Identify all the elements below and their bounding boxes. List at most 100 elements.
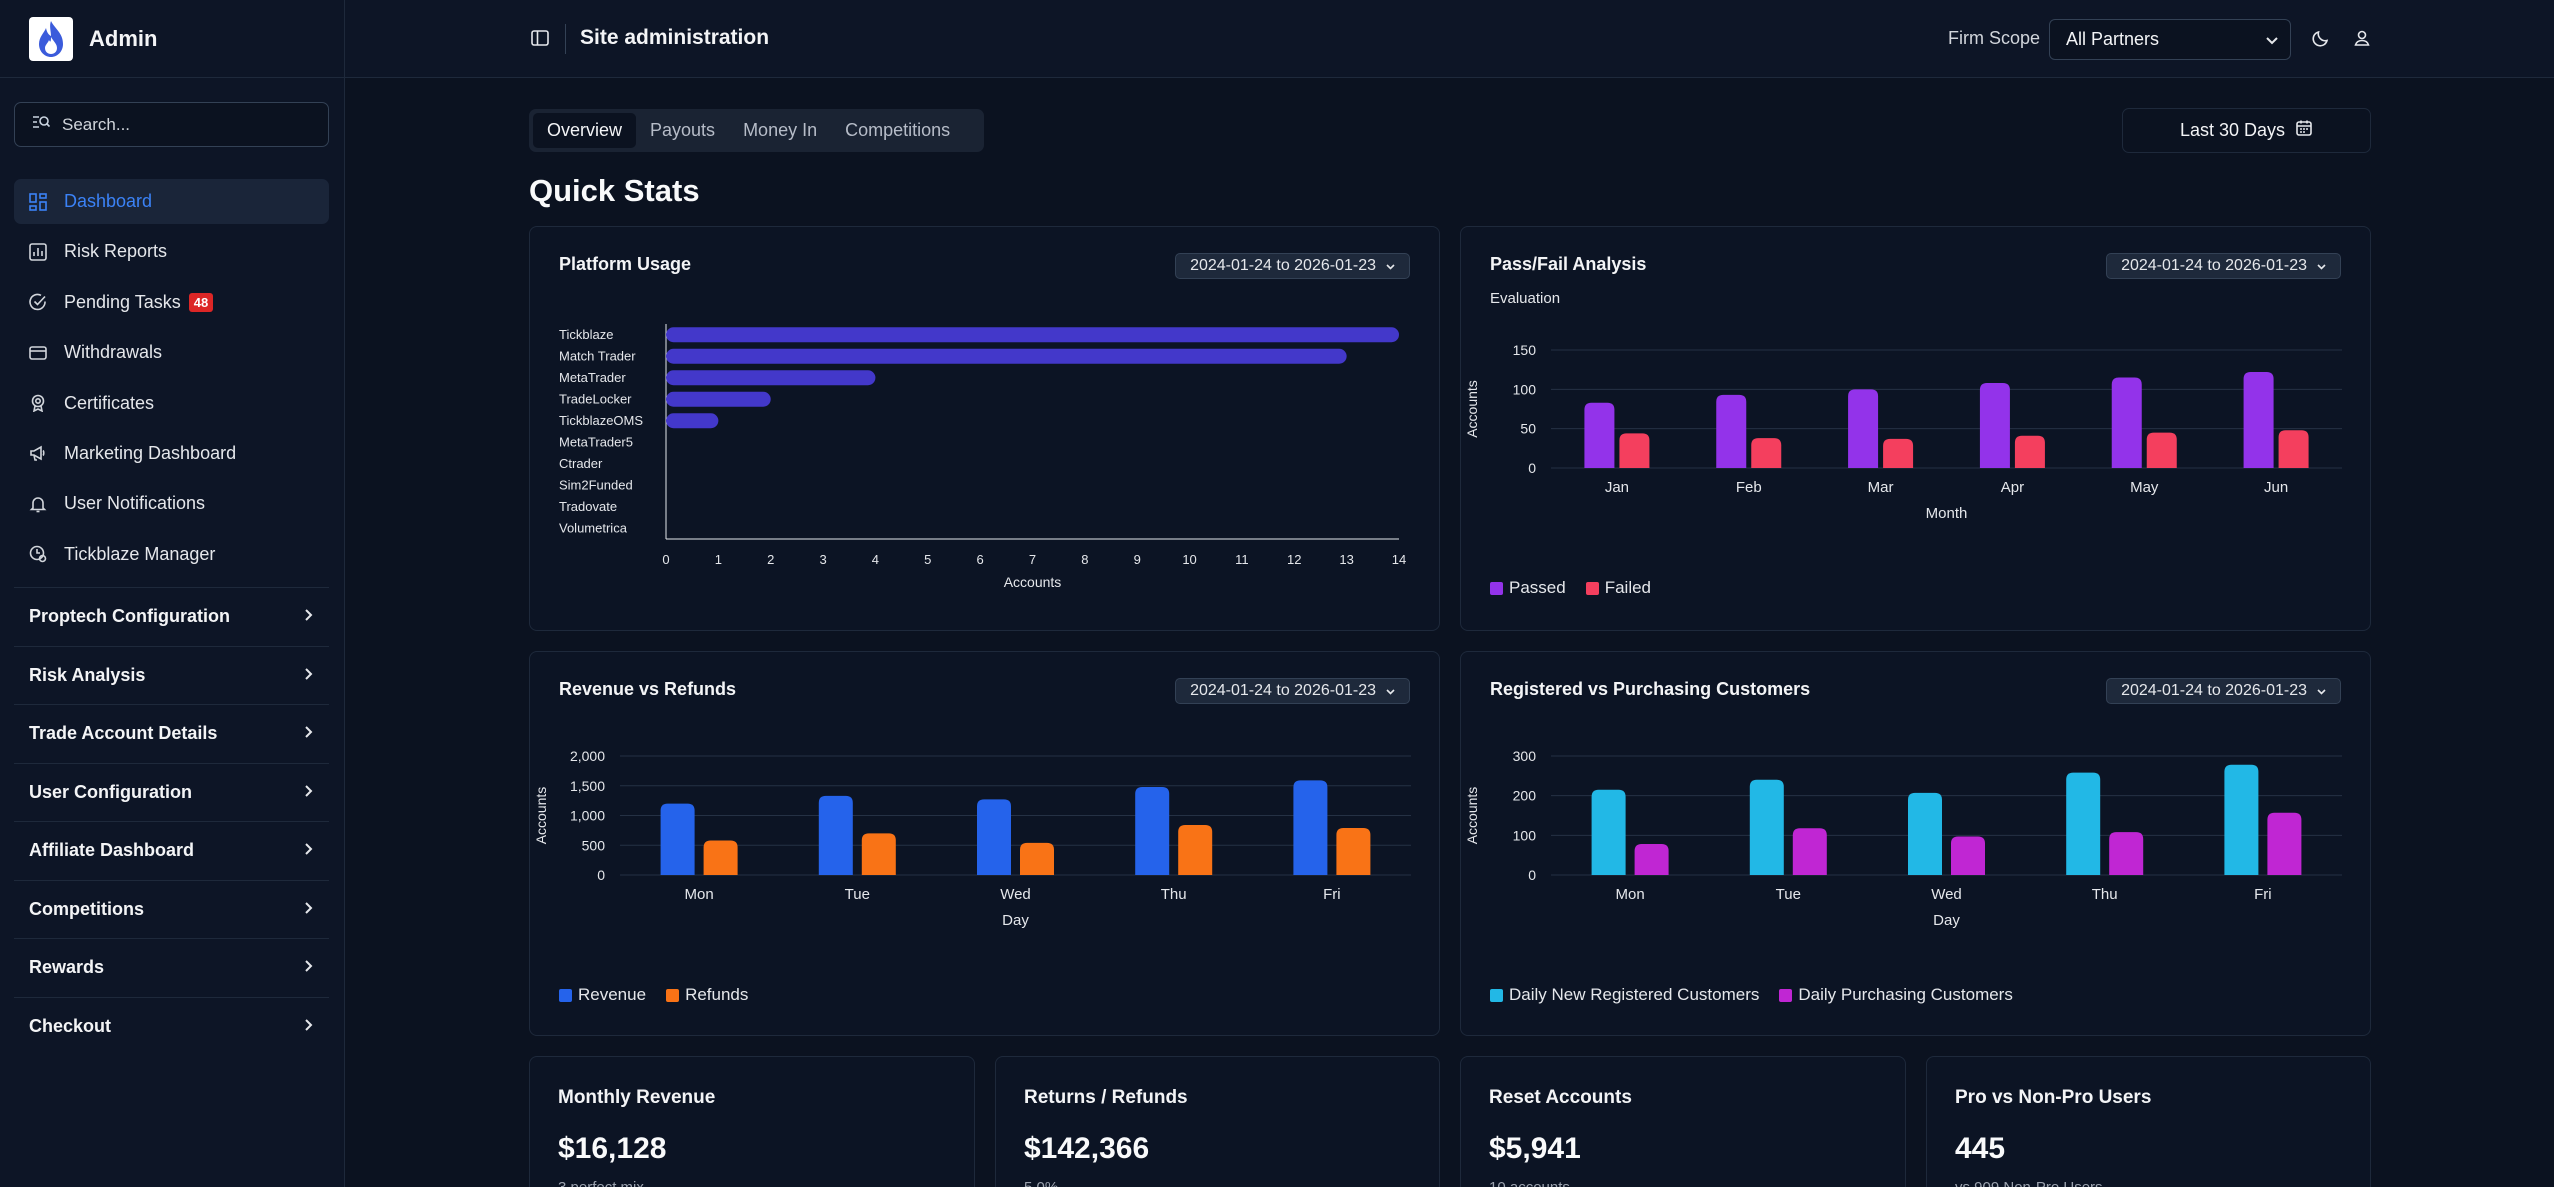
sidebar-group-competitions[interactable]: Competitions xyxy=(14,879,329,939)
bar xyxy=(1848,389,1879,468)
legend-item[interactable]: Revenue xyxy=(559,985,646,1005)
sidebar-item-withdrawals[interactable]: Withdrawals xyxy=(14,330,329,375)
sidebar-group-user-configuration[interactable]: User Configuration xyxy=(14,762,329,822)
card-title: Pass/Fail Analysis xyxy=(1490,254,1647,274)
y-axis-title: Accounts xyxy=(533,787,549,845)
chevron-down-icon xyxy=(2317,682,2326,700)
legend-item[interactable]: Daily Purchasing Customers xyxy=(1779,985,2013,1005)
bar xyxy=(1135,786,1170,875)
sidebar-item-dashboard[interactable]: Dashboard xyxy=(14,179,329,224)
user-icon[interactable] xyxy=(2352,28,2372,53)
date-range-pill[interactable]: 2024-01-24 to 2026-01-23 xyxy=(1175,253,1410,279)
date-range-label: Last 30 Days xyxy=(2179,120,2286,140)
y-tick-label: 0 xyxy=(1528,460,1536,476)
sidebar-item-risk-reports[interactable]: Risk Reports xyxy=(14,229,329,274)
legend-label: Daily Purchasing Customers xyxy=(1798,985,2013,1004)
legend-item[interactable]: Passed xyxy=(1490,578,1566,598)
check-circle-icon xyxy=(29,293,47,311)
tab-payouts[interactable]: Payouts xyxy=(650,120,716,140)
x-axis-title: Month xyxy=(1926,505,1968,522)
date-range-pill[interactable]: 2024-01-24 to 2026-01-23 xyxy=(2106,253,2341,279)
legend-item[interactable]: Daily New Registered Customers xyxy=(1490,985,1759,1005)
chevron-right-icon xyxy=(304,957,314,978)
tab-competitions[interactable]: Competitions xyxy=(845,120,951,140)
legend-item[interactable]: Failed xyxy=(1585,578,1651,598)
y-axis-title: Accounts xyxy=(1464,787,1480,845)
bar xyxy=(2014,435,2045,468)
y-tick-label: 50 xyxy=(1520,421,1536,437)
stat-card-monthly-revenue: Monthly Revenue $16,128 3 perfect mix... xyxy=(529,1056,975,1187)
stat-title: Returns / Refunds xyxy=(1024,1087,1188,1108)
bar xyxy=(1716,394,1747,468)
award-icon xyxy=(29,394,47,413)
date-range-pill[interactable]: 2024-01-24 to 2026-01-23 xyxy=(1175,678,1410,704)
x-tick-label: Tue xyxy=(1776,886,1801,903)
platform-usage-chart: Tickblaze Match Trader MetaTrader TradeLock… xyxy=(559,324,1406,590)
y-tick-label: Sim2Funded xyxy=(559,477,633,492)
group-label: Checkout xyxy=(29,1015,112,1036)
sidebar-group-risk-analysis[interactable]: Risk Analysis xyxy=(14,645,329,705)
x-tick-label: May xyxy=(2130,479,2159,496)
sidebar-item-pending-tasks[interactable]: Pending Tasks 48 xyxy=(14,280,329,325)
tab-money-in[interactable]: Money In xyxy=(743,120,818,140)
stat-subtext: 3 perfect mix... xyxy=(558,1179,656,1187)
overview-tabs: Overview Payouts Money In Competitions xyxy=(529,109,984,152)
stat-title: Monthly Revenue xyxy=(558,1087,716,1108)
sidebar-item-certificates[interactable]: Certificates xyxy=(14,381,329,426)
moon-icon[interactable] xyxy=(2311,28,2331,53)
sidebar-item-tickblaze-manager[interactable]: Tickblaze Manager xyxy=(14,532,329,577)
sidebar-item-user-notifications[interactable]: User Notifications xyxy=(14,481,329,526)
y-tick-label: MetaTrader xyxy=(559,370,626,385)
sidebar-group-rewards[interactable]: Rewards xyxy=(14,938,329,997)
y-tick-label: Volumetrica xyxy=(559,520,628,535)
sidebar-group-trade-account-details[interactable]: Trade Account Details xyxy=(14,704,329,763)
bar xyxy=(666,327,1399,343)
y-tick-label: 0 xyxy=(1528,867,1536,883)
tab-overview[interactable]: Overview xyxy=(533,113,637,148)
bar xyxy=(2243,372,2274,468)
firm-scope-select[interactable]: All Partners xyxy=(2049,19,2291,60)
card-subtitle: Evaluation xyxy=(1490,290,1561,307)
search-icon xyxy=(32,114,51,135)
sidebar-toggle-icon[interactable] xyxy=(530,28,550,53)
sidebar-groups: Proptech Configuration Risk Analysis Tra… xyxy=(14,587,329,1055)
x-tick-label: 7 xyxy=(1029,552,1036,567)
flame-logo-icon[interactable] xyxy=(29,16,73,61)
legend-swatch xyxy=(559,988,572,1002)
sidebar-item-label: Tickblaze Manager xyxy=(64,543,216,564)
x-tick-label: Mon xyxy=(1616,886,1645,903)
chart-legend: Passed Failed xyxy=(1490,578,1651,598)
y-axis-title: Accounts xyxy=(1464,380,1480,438)
search-input[interactable]: Search... xyxy=(14,102,329,147)
sidebar-group-checkout[interactable]: Checkout xyxy=(14,996,329,1056)
x-tick-label: Mon xyxy=(685,886,714,903)
stat-title: Pro vs Non-Pro Users xyxy=(1955,1087,2152,1108)
stat-value: 445 xyxy=(1955,1132,2006,1165)
legend-item[interactable]: Refunds xyxy=(666,985,748,1005)
legend-swatch xyxy=(1490,581,1503,595)
date-range-button[interactable]: Last 30 Days xyxy=(2122,108,2371,153)
y-tick-label: MetaTrader5 xyxy=(559,434,633,449)
legend-label: Passed xyxy=(1509,578,1566,597)
bar xyxy=(2267,812,2302,875)
sidebar-group-proptech-configuration[interactable]: Proptech Configuration xyxy=(14,587,329,646)
y-tick-label: 2,000 xyxy=(570,748,605,764)
y-tick-label: 1,000 xyxy=(570,808,605,824)
y-tick-label: Match Trader xyxy=(559,348,636,363)
date-range-pill[interactable]: 2024-01-24 to 2026-01-23 xyxy=(2106,678,2341,704)
stat-card-returns-refunds: Returns / Refunds $142,366 5.0% xyxy=(995,1056,1440,1187)
x-tick-label: Thu xyxy=(1161,886,1187,903)
bar xyxy=(861,833,896,875)
y-tick-label: 500 xyxy=(582,837,606,853)
x-tick-label: 10 xyxy=(1182,552,1196,567)
group-label: Risk Analysis xyxy=(29,664,146,685)
sidebar-item-label: Withdrawals xyxy=(64,342,163,363)
customers-card: 0 100 200 300 Mon Tue Wed Thu Fri Day Accounts Reg… xyxy=(1460,651,2371,1036)
section-title: Quick Stats xyxy=(529,173,700,208)
sidebar-group-affiliate-dashboard[interactable]: Affiliate Dashboard xyxy=(14,821,329,880)
sidebar-item-marketing-dashboard[interactable]: Marketing Dashboard xyxy=(14,431,329,476)
x-tick-label: Fri xyxy=(1323,886,1341,903)
firm-scope-value: All Partners xyxy=(2066,29,2160,49)
pending-count-badge: 48 xyxy=(188,292,214,312)
bar xyxy=(1792,828,1827,875)
